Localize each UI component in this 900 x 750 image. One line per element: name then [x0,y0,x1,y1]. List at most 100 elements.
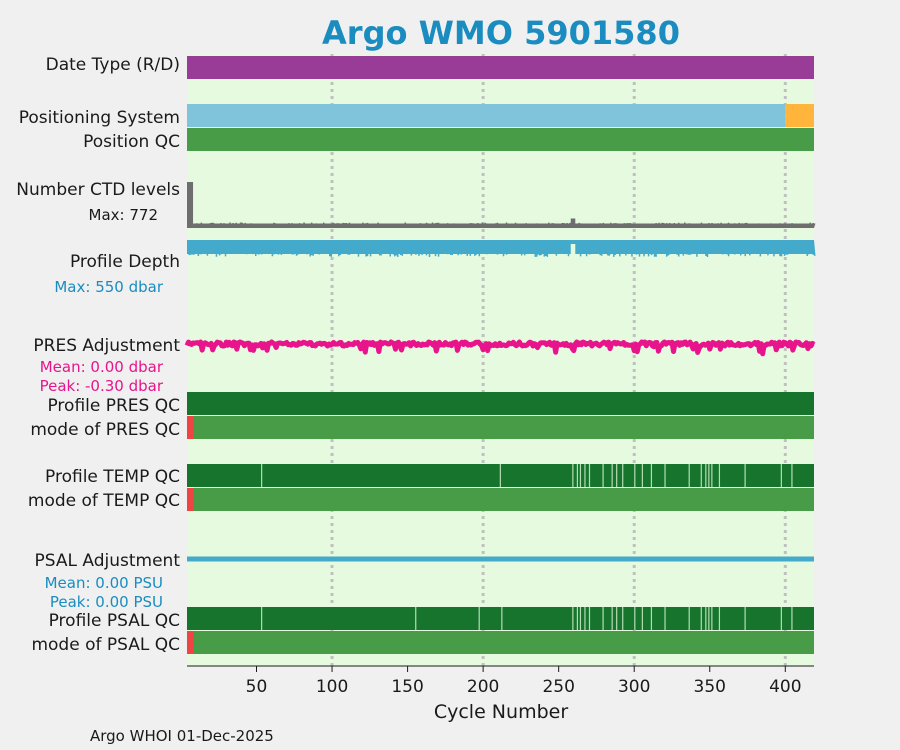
profile-temp-qc-gap-320 [664,464,666,487]
ctd-max-label: Max: 772 [89,206,158,224]
label-ctd-levels: Number CTD levels [16,180,180,200]
x-tick-label-50: 50 [246,677,268,697]
profile-psal-qc-gap-197 [478,607,480,630]
profile-psal-qc-gap-292 [622,607,624,630]
label-profile-depth: Profile Depth [70,252,180,272]
mode-pres-qc-bad-bar [187,416,194,439]
positioning-bar-1 [785,104,814,127]
profile-psal-qc-gap-349 [708,607,710,630]
psal-mean-label: Mean: 0.00 PSU [45,574,163,592]
mode-psal-qc-bar [187,631,814,654]
profile-temp-qc-gap-347 [705,464,707,487]
label-mode-psal-qc: mode of PSAL QC [31,635,180,655]
profile-temp-qc-gap-53 [261,464,263,487]
profile-temp-qc-gap-300 [634,464,636,487]
profile-psal-qc-gap-300 [634,607,636,630]
profile-psal-qc-gap-311 [650,607,653,630]
x-tick-label-400: 400 [769,677,801,697]
profile-psal-qc-gap-155 [415,607,417,630]
label-positioning-system: Positioning System [19,108,180,128]
profile-psal-qc-gap-347 [705,607,707,630]
pres-mean-label: Mean: 0.00 dbar [40,358,164,376]
profile-temp-qc-gap-267 [584,464,586,487]
profile-temp-qc-gap-344 [700,464,702,487]
profile-temp-qc-gap-373 [744,464,746,487]
profile-temp-qc-gap-349 [708,464,710,487]
profile-temp-qc-gap-288 [616,464,618,487]
ctd-initial-bar [187,182,194,228]
profile-psal-qc-gap-397 [780,607,782,630]
profile-temp-qc-gap-259 [572,464,574,487]
label-mode-pres-qc: mode of PRES QC [30,420,180,440]
profile-psal-qc-bar [187,607,814,630]
x-axis-ticks: 50 100 150 200 250 300 350 400 [246,666,802,697]
profile-temp-qc-gap-262 [576,464,579,487]
x-tick-label-300: 300 [618,677,650,697]
profile-temp-qc-gap-279 [602,464,604,487]
x-tick-label-100: 100 [316,677,348,697]
profile-temp-qc-gap-292 [622,464,624,487]
data-bands [184,56,816,654]
pres-adjustment-line [184,339,816,357]
x-tick-label-350: 350 [694,677,726,697]
date-type-bar-0 [187,56,814,79]
label-profile-pres-qc: Profile PRES QC [47,396,180,416]
profile-psal-qc-gap-53 [261,607,263,630]
profile-temp-qc-gap-311 [650,464,653,487]
profile-psal-qc-gap-264 [579,607,582,630]
label-pres-adjustment: PRES Adjustment [33,336,180,356]
profile-psal-qc-gap-279 [602,607,604,630]
x-axis-label: Cycle Number [434,701,568,723]
label-mode-temp-qc: mode of TEMP QC [28,491,180,511]
profile-psal-qc-gap-320 [664,607,666,630]
profile-temp-qc-gap-397 [780,464,782,487]
profile-psal-qc-gap-351 [711,607,713,630]
profile-temp-qc-gap-404 [791,464,793,487]
label-profile-psal-qc: Profile PSAL QC [49,611,180,631]
profile-pres-qc-bar-0 [187,392,814,415]
profile-psal-qc-gap-212 [501,607,503,630]
psal-peak-label: Peak: 0.00 PSU [50,593,163,611]
position-qc-bar-0 [187,128,814,151]
ctd-levels-area [193,218,816,228]
profile-psal-qc-gap-270 [588,607,591,630]
profile-temp-qc-gap-264 [579,464,582,487]
profile-temp-qc-gap-270 [588,464,591,487]
mode-temp-qc-bad-bar [187,488,194,511]
chart-title: Argo WMO 5901580 [322,14,680,52]
footer-credit: Argo WHOI 01-Dec-2025 [90,727,274,745]
profile-temp-qc-gap-356 [718,464,721,487]
profile-psal-qc-gap-373 [744,607,746,630]
label-psal-adjustment: PSAL Adjustment [35,551,181,571]
mode-pres-qc-bar [187,416,814,439]
profile-depth-area [187,240,816,257]
x-tick-label-250: 250 [542,677,574,697]
profile-temp-qc-gap-336 [688,464,690,487]
profile-psal-qc-gap-288 [616,607,618,630]
profile-temp-qc-gap-305 [641,464,643,487]
profile-temp-qc-gap-285 [611,464,613,487]
profile-psal-qc-gap-336 [688,607,690,630]
profile-psal-qc-gap-267 [584,607,586,630]
profile-psal-qc-gap-344 [700,607,702,630]
profile-temp-qc-gap-351 [711,464,713,487]
label-profile-temp-qc: Profile TEMP QC [45,467,180,487]
x-tick-label-200: 200 [467,677,499,697]
profile-psal-qc-gap-305 [641,607,643,630]
mode-psal-qc-bad-bar [187,631,194,654]
profile-psal-qc-gap-259 [572,607,574,630]
profile-temp-qc-gap-211 [499,464,501,487]
depth-max-label: Max: 550 dbar [54,278,163,296]
label-date-type: Date Type (R/D) [46,55,180,75]
profile-psal-qc-gap-404 [791,607,793,630]
profile-psal-qc-gap-356 [718,607,721,630]
profile-psal-qc-gap-285 [611,607,613,630]
label-position-qc: Position QC [83,132,180,152]
plot-area [187,54,814,666]
pres-peak-label: Peak: -0.30 dbar [40,377,164,395]
positioning-bar-0 [187,104,786,127]
x-tick-label-150: 150 [391,677,423,697]
mode-temp-qc-bar [187,488,814,511]
profile-psal-qc-gap-262 [576,607,579,630]
